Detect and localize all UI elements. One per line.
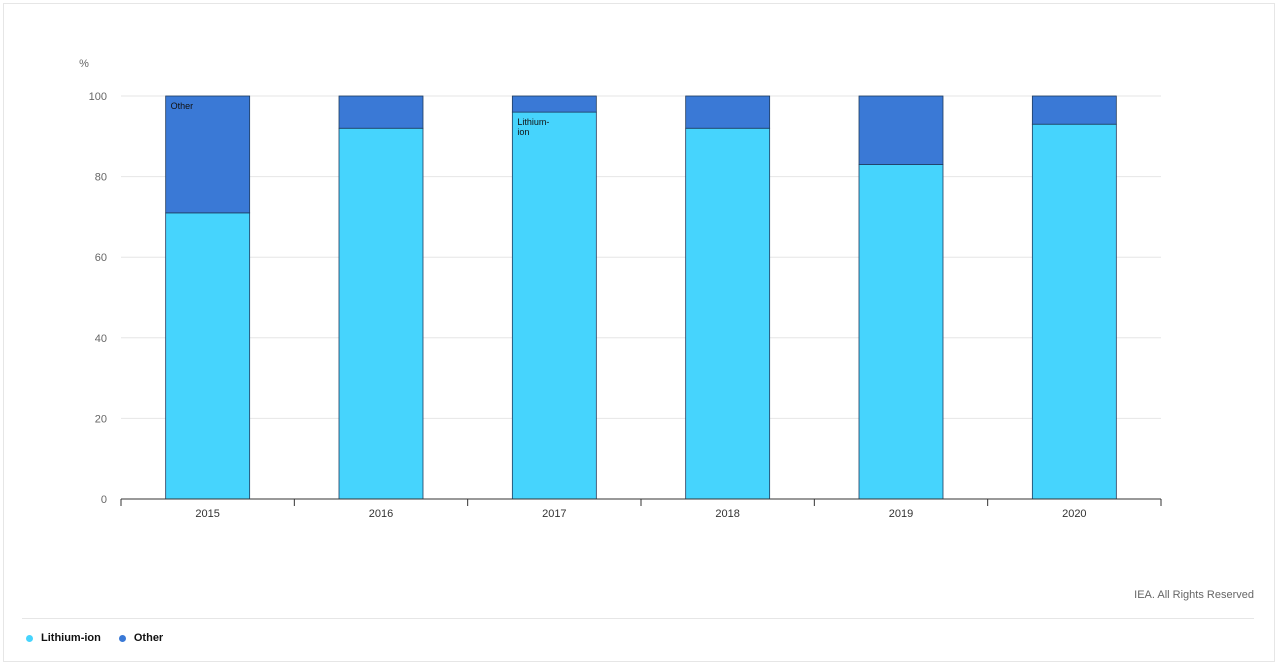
x-tick-label: 2017 <box>542 508 566 520</box>
legend-divider <box>22 618 1254 619</box>
bar-segment-other <box>165 95 251 214</box>
bar-segment-other <box>1031 95 1117 125</box>
y-tick-label: 40 <box>95 333 107 345</box>
y-unit-label: % <box>79 58 89 70</box>
legend: Lithium-ion Other <box>26 632 181 644</box>
bar-annotation: ion <box>517 127 529 137</box>
legend-dot-icon <box>118 634 126 642</box>
bar-segment-lithium-ion <box>511 111 597 500</box>
y-tick-label: 80 <box>95 172 107 184</box>
x-tick-label: 2020 <box>1062 508 1086 520</box>
gridlines <box>121 95 1161 419</box>
y-tick-label: 0 <box>101 494 107 506</box>
bar-segment-lithium-ion <box>858 164 944 500</box>
bar-segment-lithium-ion <box>338 127 424 500</box>
bars <box>165 95 1117 500</box>
legend-item-lithium-ion[interactable]: Lithium-ion <box>26 632 101 644</box>
bar-segment-other <box>511 95 597 113</box>
bar-annotation: Lithium- <box>517 117 549 127</box>
bar-segment-other <box>858 95 944 165</box>
y-tick-label: 100 <box>89 91 107 103</box>
bar-segment-other <box>338 95 424 129</box>
stacked-bar-chart: 0 20 40 60 80 100% 2015 2016 2017 2018 2019 2020 O… <box>79 58 1162 520</box>
legend-item-other[interactable]: Other <box>118 632 164 644</box>
bar-segment-lithium-ion <box>165 212 251 500</box>
bar-annotation: Other <box>171 101 194 111</box>
legend-label: Lithium-ion <box>41 632 101 644</box>
y-tick-label: 60 <box>95 252 107 264</box>
x-axis: 2015 2016 2017 2018 2019 2020 <box>120 498 1162 520</box>
x-tick-label: 2016 <box>369 508 393 520</box>
bar-segment-other <box>685 95 771 129</box>
y-axis: 0 20 40 60 80 100% <box>79 58 107 506</box>
legend-dot-icon <box>26 634 33 642</box>
credit-text: IEA. All Rights Reserved <box>1134 589 1254 601</box>
y-tick-label: 20 <box>95 413 107 425</box>
x-tick-label: 2015 <box>195 508 219 520</box>
annotations: Other Lithium-ion <box>171 101 550 137</box>
x-tick-label: 2019 <box>889 508 913 520</box>
legend-label: Other <box>133 632 164 644</box>
bar-segment-lithium-ion <box>1031 123 1117 500</box>
x-tick-label: 2018 <box>715 508 739 520</box>
bar-segment-lithium-ion <box>685 127 771 500</box>
